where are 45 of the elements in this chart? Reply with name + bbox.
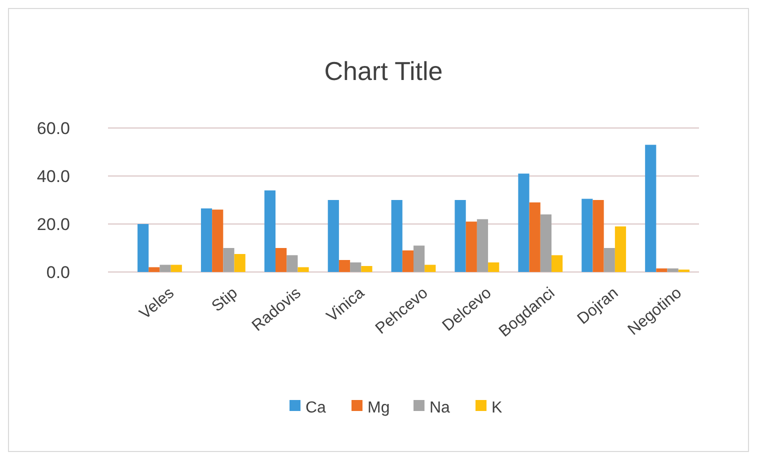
bar [466,222,477,272]
bar [223,248,234,272]
bar [414,246,425,272]
bar [361,266,372,272]
bar [328,200,339,272]
bar [170,264,182,272]
bar [350,262,362,272]
bar [592,200,604,272]
bar [200,208,212,272]
x-tick-label: Stip [208,284,242,316]
bar [338,260,350,272]
chart-title: Chart Title [324,56,443,86]
y-tick-label: 60.0 [36,118,70,138]
bar [582,198,593,272]
bar [212,210,224,272]
bar [488,262,500,272]
bar [614,226,626,272]
bar [551,255,563,272]
bar [454,200,466,272]
bar [476,219,488,272]
y-tick-label: 0.0 [46,262,70,282]
legend-label: K [492,400,502,417]
bar [276,248,287,272]
bar [402,250,414,272]
bar [529,202,540,272]
bar [160,264,171,272]
bar [234,254,246,272]
bar [286,255,298,272]
bar [604,248,615,272]
legend-label: Na [430,400,450,417]
bar [424,264,436,272]
bar [518,174,530,272]
legend-label: Ca [306,400,326,417]
bar [298,267,309,272]
bar [645,144,656,272]
legend-label: Mg [368,400,390,417]
y-tick-label: 20.0 [36,214,70,234]
bar [138,224,149,272]
bar [391,200,402,272]
bar [540,214,552,272]
y-tick-label: 40.0 [36,166,70,186]
bar [148,267,160,272]
bar [667,268,678,272]
bar [264,190,276,272]
bar [656,268,668,272]
